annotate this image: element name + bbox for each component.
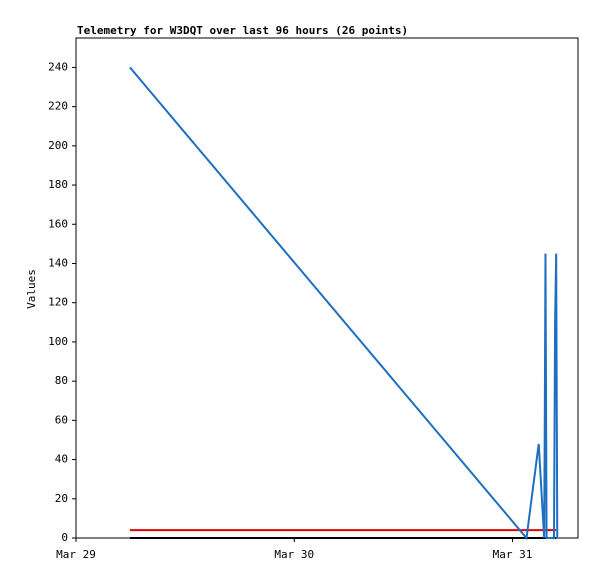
y-tick-label: 240 bbox=[48, 60, 68, 73]
y-axis-label: Values bbox=[25, 269, 38, 309]
y-tick-label: 60 bbox=[55, 413, 68, 426]
chart-title: Telemetry for W3DQT over last 96 hours (… bbox=[77, 24, 408, 37]
y-tick-label: 80 bbox=[55, 374, 68, 387]
y-tick-label: 20 bbox=[55, 492, 68, 505]
y-tick-label: 180 bbox=[48, 178, 68, 191]
y-tick-label: 0 bbox=[61, 531, 68, 544]
y-tick-label: 160 bbox=[48, 217, 68, 230]
y-tick-label: 200 bbox=[48, 139, 68, 152]
x-tick-label: Mar 29 bbox=[56, 548, 96, 561]
data-line bbox=[129, 66, 559, 541]
x-tick-label: Mar 30 bbox=[274, 548, 314, 561]
y-tick-label: 40 bbox=[55, 453, 68, 466]
x-tick-label: Mar 31 bbox=[493, 548, 533, 561]
y-tick-label: 120 bbox=[48, 296, 68, 309]
y-tick-label: 220 bbox=[48, 100, 68, 113]
y-tick-label: 100 bbox=[48, 335, 68, 348]
y-tick-label: 140 bbox=[48, 256, 68, 269]
